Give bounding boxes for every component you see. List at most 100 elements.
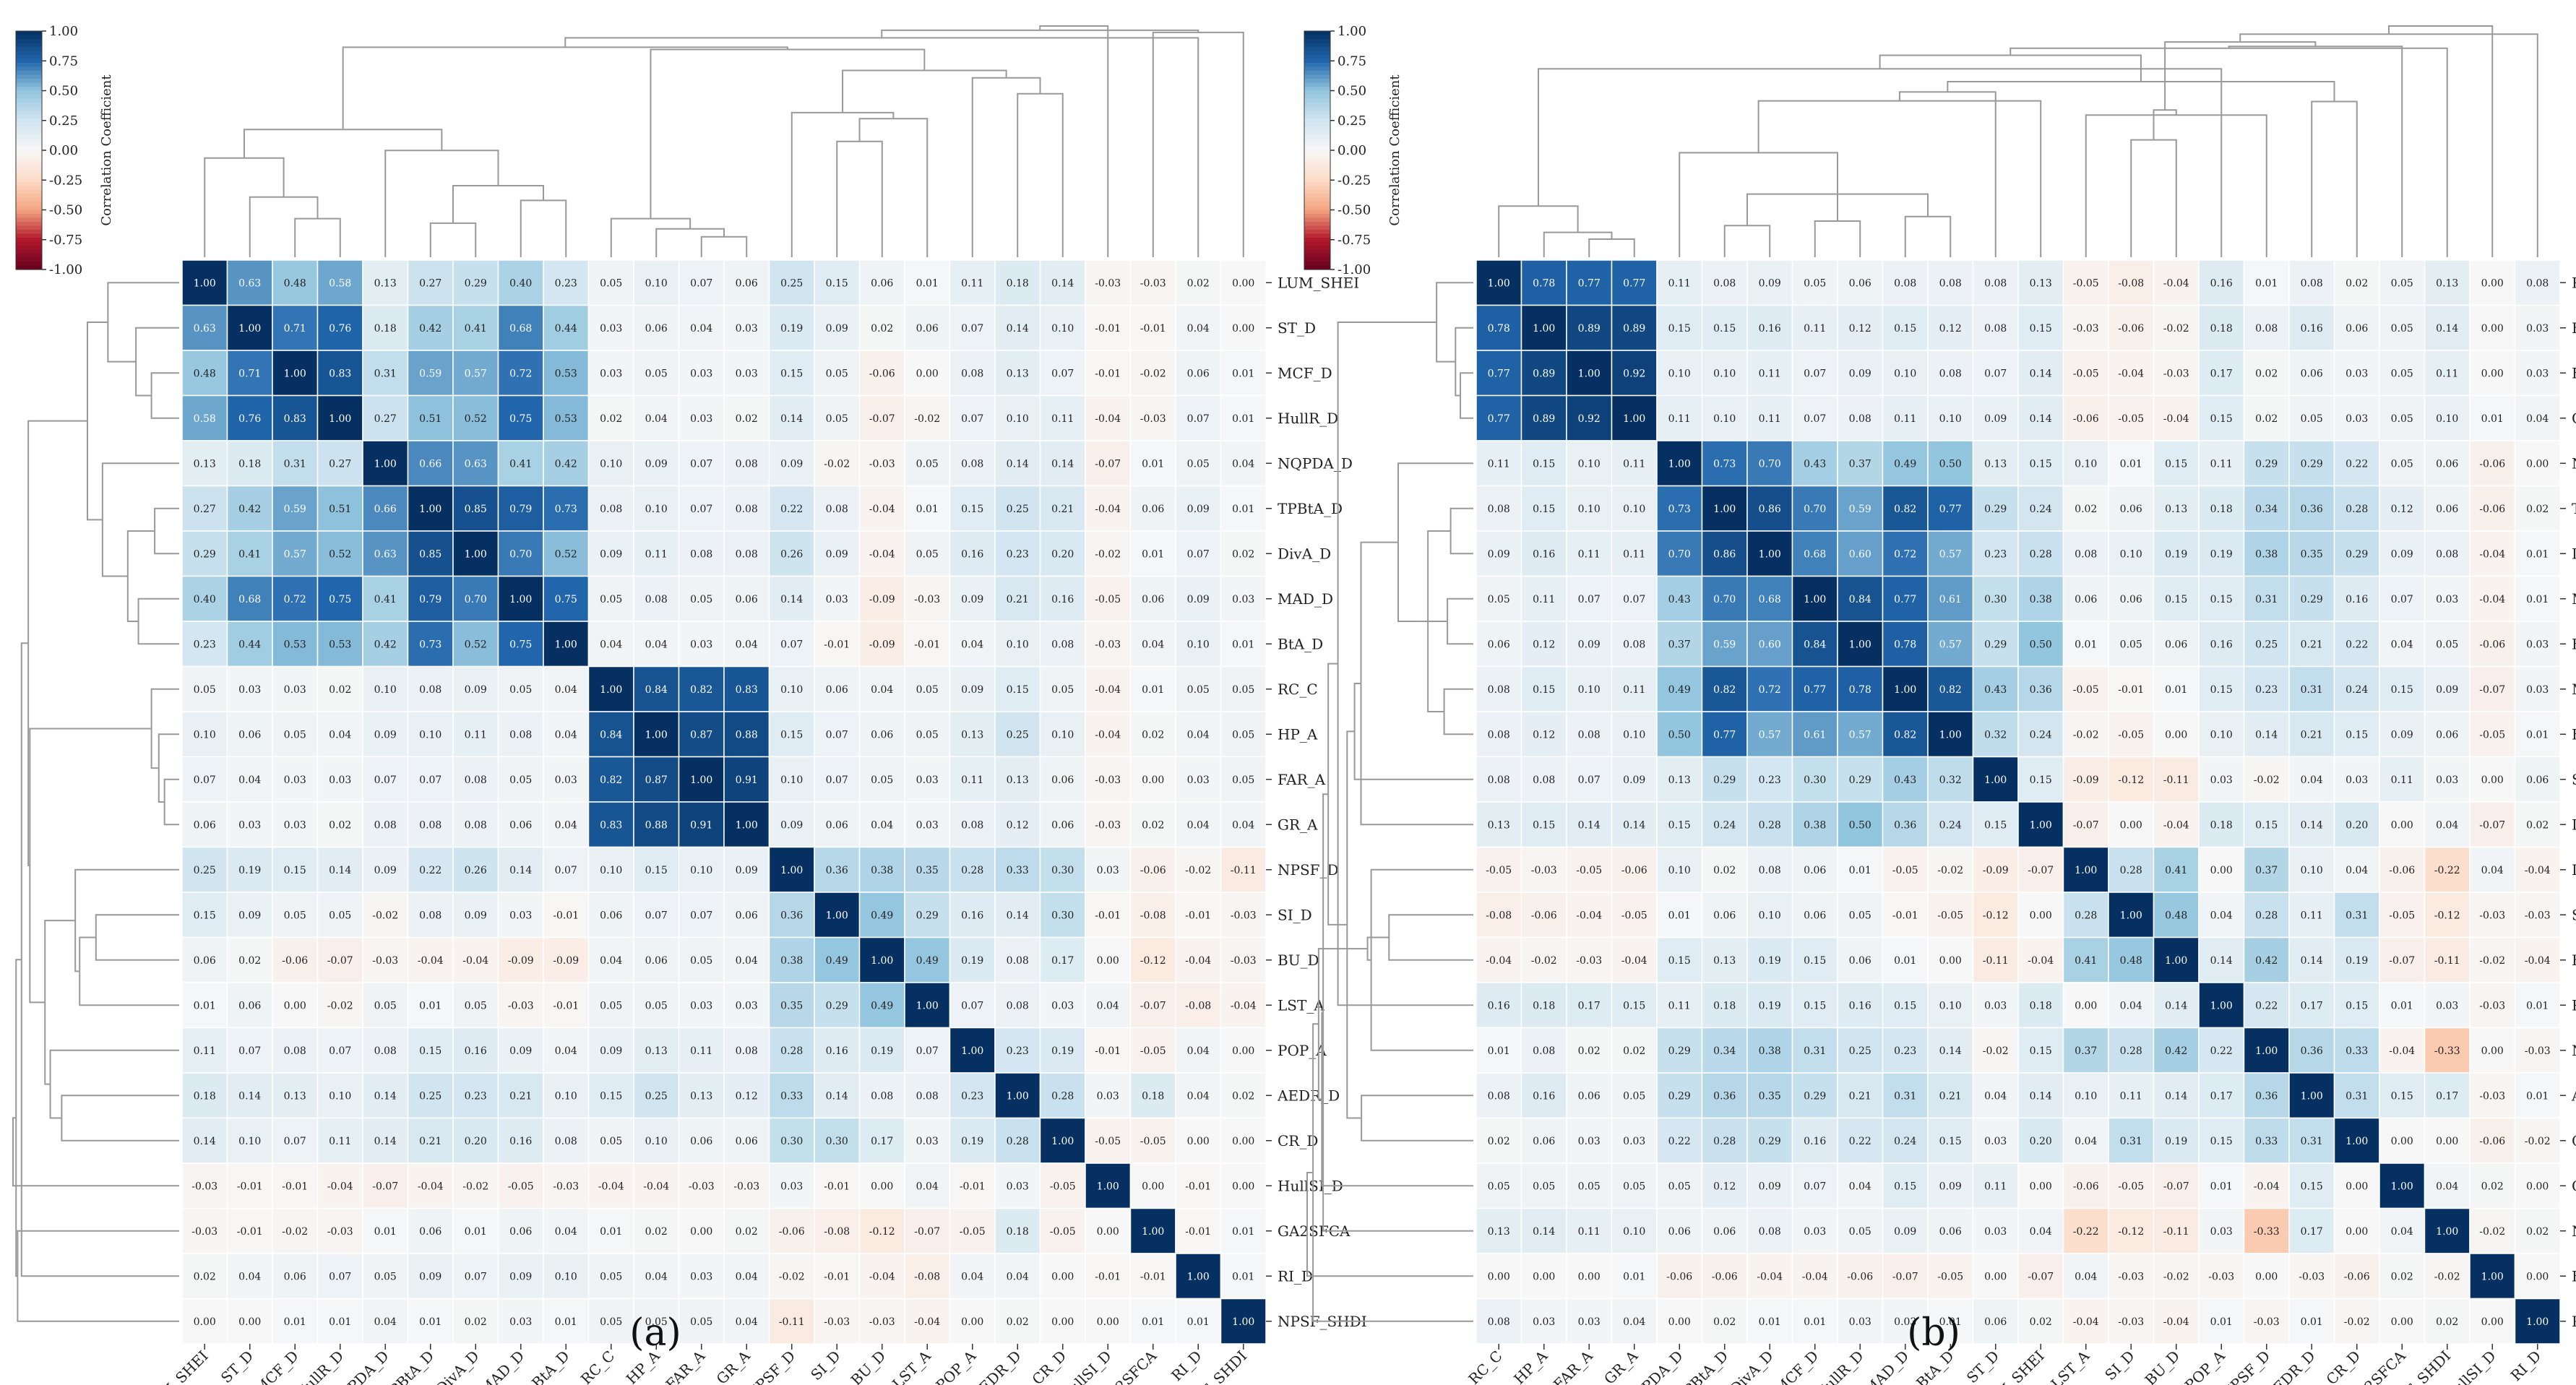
colorbar-segment (16, 241, 42, 246)
heatmap-cell (226, 756, 273, 803)
row-label: TPBtA_D (2572, 500, 2576, 517)
heatmap-cell (1085, 846, 1132, 893)
column-label: HP_A (1510, 1347, 1551, 1385)
heatmap-cell (2379, 1253, 2426, 1300)
cell-value-label: 1.00 (419, 504, 441, 515)
row-dendrogram-branch (1353, 682, 1473, 780)
heatmap-cell (633, 982, 680, 1029)
cell-value-label: 0.05 (2391, 277, 2413, 289)
cell-value-label: 0.28 (2345, 504, 2368, 515)
cell-value-label: -0.12 (869, 1226, 895, 1238)
colorbar-segment (1304, 214, 1330, 219)
cell-value-label: 0.10 (1759, 910, 1781, 921)
cell-value-label: 0.02 (1713, 865, 1736, 876)
cell-value-label: -0.05 (2073, 684, 2099, 696)
cell-value-label: 0.15 (1804, 955, 1826, 967)
cell-value-label: 0.00 (1488, 1271, 1510, 1282)
cell-value-label: 0.15 (961, 504, 983, 515)
heatmap-cell (994, 892, 1041, 939)
heatmap-cell (362, 530, 409, 577)
cell-value-label: -0.01 (1095, 910, 1121, 921)
cell-value-label: -0.04 (418, 955, 444, 967)
row-label: POP_A (1278, 1042, 1327, 1059)
cell-value-label: 0.05 (826, 413, 848, 425)
cell-value-label: 0.08 (284, 1045, 306, 1057)
column-label: LUM_SHEI (142, 1347, 212, 1385)
column-label: POP_A (932, 1347, 979, 1385)
heatmap-cell (1656, 1253, 1703, 1300)
cell-value-label: 0.09 (465, 910, 487, 921)
cell-value-label: 0.06 (2301, 368, 2323, 379)
cell-value-label: 0.02 (1488, 1136, 1510, 1147)
column-dendrogram-branch (971, 77, 1041, 257)
colorbar-segment (1304, 66, 1330, 72)
cell-value-label: 0.11 (645, 548, 668, 560)
heatmap-cell (904, 1162, 951, 1209)
heatmap-panel-b: 1.00 0.78 0.77 0.77 0.11 0.08 0.09 0.05 0.06 0.08… (1306, 25, 2576, 1385)
cell-value-label: 0.28 (1759, 819, 1781, 831)
cell-value-label: 0.01 (2120, 458, 2142, 470)
cell-value-label: 0.02 (2345, 277, 2368, 289)
heatmap-cell (2424, 575, 2471, 622)
cell-value-label: 0.05 (2301, 413, 2323, 425)
heatmap-cell (768, 259, 815, 306)
heatmap-cell (587, 711, 634, 758)
heatmap-cell (1701, 259, 1748, 306)
heatmap-cell (1791, 982, 1838, 1029)
cell-value-label: 0.15 (2391, 684, 2413, 696)
cell-value-label: 0.82 (1894, 729, 1916, 741)
column-label: MCF_D (1771, 1347, 1822, 1385)
cell-value-label: -0.05 (1095, 1136, 1121, 1147)
colorbar-segment (16, 111, 42, 116)
cell-value-label: 0.42 (2165, 1045, 2187, 1057)
cell-value-label: 0.05 (916, 684, 939, 696)
cell-value-label: -0.01 (282, 1181, 308, 1192)
cell-value-label: -0.04 (2389, 1045, 2415, 1057)
heatmap-cell (858, 259, 905, 306)
column-dendrogram-branch (1879, 54, 2142, 82)
cell-value-label: 0.06 (1488, 639, 1510, 650)
heatmap-cell (1085, 1253, 1132, 1300)
heatmap-cell (1927, 259, 1974, 306)
heatmap-cell (1611, 846, 1658, 893)
cell-value-label: 0.06 (736, 277, 758, 289)
heatmap-cell (1520, 1207, 1567, 1254)
cell-value-label: 0.00 (2345, 1181, 2368, 1192)
cell-value-label: -0.02 (282, 1226, 308, 1238)
cell-value-label: -0.01 (553, 910, 579, 921)
cell-value-label: 0.04 (2210, 910, 2233, 921)
cell-value-label: 0.27 (374, 413, 397, 425)
cell-value-label: 0.12 (736, 1090, 758, 1102)
heatmap-cell (181, 1253, 228, 1300)
column-dendrogram-branch (2239, 33, 2538, 257)
heatmap-cell (272, 1117, 319, 1164)
row-dendrogram-branch (154, 507, 179, 555)
cell-value-label: 0.09 (1849, 368, 1871, 379)
heatmap-cell (994, 665, 1041, 712)
cell-value-label: 0.19 (871, 1045, 893, 1057)
heatmap-cell (1220, 1072, 1267, 1119)
column-label: NPSF_D (744, 1347, 799, 1385)
column-dendrogram-branch (650, 48, 926, 219)
colorbar-segment (1304, 150, 1330, 155)
cell-value-label: 0.16 (1759, 323, 1781, 335)
cell-value-label: 0.84 (1804, 639, 1826, 650)
cell-value-label: 0.10 (555, 1271, 577, 1282)
cell-value-label: 0.12 (1939, 323, 1962, 335)
cell-value-label: 0.35 (1759, 1090, 1781, 1102)
cell-value-label: -0.04 (643, 1181, 669, 1192)
heatmap-cell (633, 350, 680, 397)
heatmap-cell (1220, 1253, 1267, 1300)
cell-value-label: 0.01 (1232, 1271, 1254, 1282)
heatmap-cell (2514, 1253, 2561, 1300)
cell-value-label: 0.06 (1939, 1226, 1962, 1238)
heatmap-cell (1611, 1298, 1658, 1345)
cell-value-label: 0.05 (2391, 368, 2413, 379)
heatmap-cell (1972, 1072, 2019, 1119)
cell-value-label: 0.08 (1849, 413, 1871, 425)
heatmap-cell (497, 530, 544, 577)
cell-value-label: 0.83 (736, 684, 758, 696)
heatmap-cell (1566, 801, 1613, 848)
colorbar-segment (16, 262, 42, 267)
cell-value-label: 0.68 (1804, 548, 1826, 560)
